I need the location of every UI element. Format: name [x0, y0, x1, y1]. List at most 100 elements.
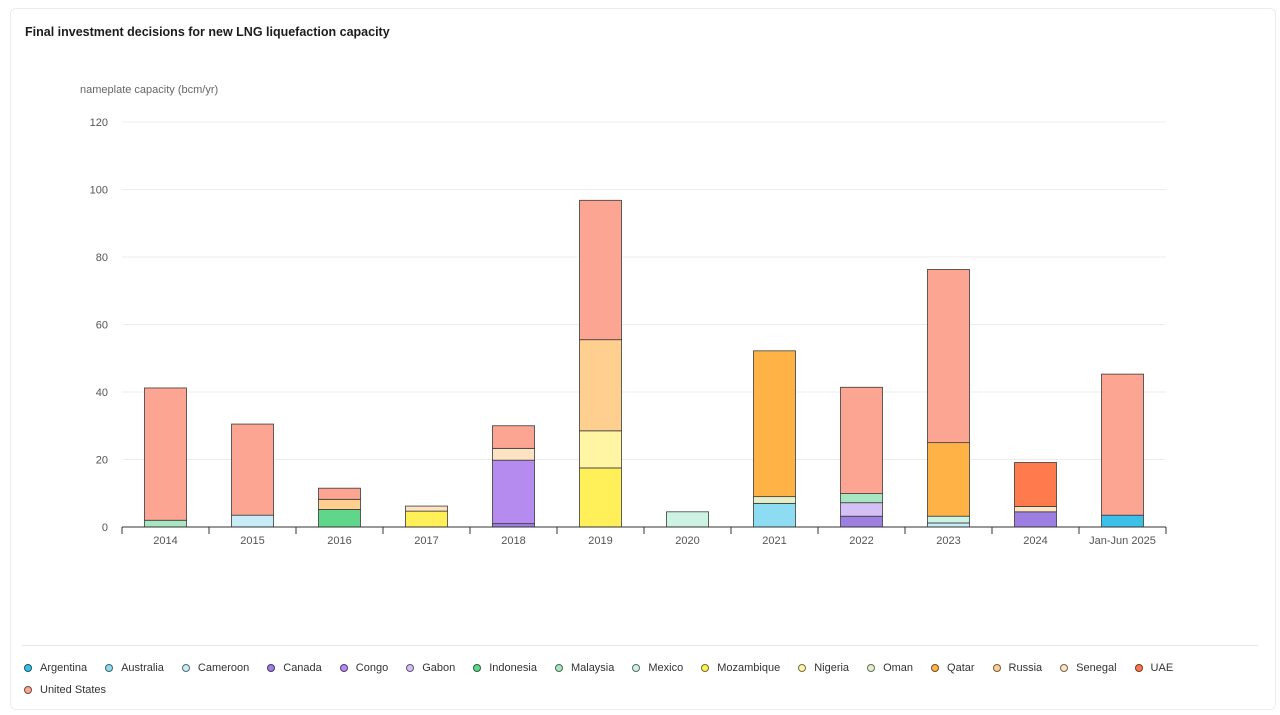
- y-tick-label: 0: [102, 522, 108, 534]
- chart-card: [10, 8, 1276, 710]
- legend-item[interactable]: UAE: [1134, 660, 1174, 676]
- bar-segment: [1014, 511, 1057, 528]
- legend-item[interactable]: Qatar: [931, 660, 975, 676]
- bar-segment: [492, 459, 535, 525]
- bar-segment: [840, 515, 883, 528]
- legend-item[interactable]: Indonesia: [473, 660, 537, 676]
- legend-swatch-icon: [1060, 664, 1069, 672]
- legend-swatch-icon: [867, 664, 876, 672]
- bar-segment: [405, 505, 448, 512]
- bar-segment: [144, 519, 187, 528]
- chart-title: Final investment decisions for new LNG l…: [25, 25, 390, 39]
- bar-segment: [579, 339, 622, 432]
- legend-item[interactable]: Canada: [267, 660, 322, 676]
- x-tick-label: Jan-Jun 2025: [1089, 535, 1156, 547]
- bar-segment: [492, 425, 535, 449]
- y-tick-label: 20: [96, 455, 108, 467]
- x-tick-label: 2023: [936, 535, 960, 547]
- stacked-bar-chart: 0 20 40 60 80 100 120 2014 2015 2016 2017 2018 2019 2…: [90, 117, 1167, 547]
- bar-segment: [492, 523, 535, 528]
- bar-segment: [840, 386, 883, 494]
- legend-label: Mexico: [648, 662, 684, 674]
- y-tick-label: 120: [90, 117, 108, 129]
- bar-segment: [405, 510, 448, 528]
- bar-segment: [753, 350, 796, 498]
- bar-segment: [927, 442, 970, 517]
- legend-label: Oman: [883, 662, 914, 674]
- legend-label: Australia: [121, 662, 164, 674]
- y-tick-label: 40: [96, 387, 108, 399]
- legend-label: Malaysia: [570, 662, 615, 674]
- bar-segment: [1101, 373, 1144, 516]
- legend-swatch-icon: [473, 664, 482, 672]
- legend-item[interactable]: Australia: [105, 660, 164, 676]
- bar-segment: [1101, 514, 1144, 528]
- legend-item[interactable]: Russia: [992, 660, 1042, 676]
- bar-segment: [492, 447, 535, 461]
- bar-segment: [144, 387, 187, 521]
- bar-segment: [753, 496, 796, 504]
- y-tick-label: 60: [96, 320, 108, 332]
- bar-segment: [1014, 462, 1057, 507]
- x-tick-label: 2021: [762, 535, 786, 547]
- x-tick-label: 2015: [240, 535, 264, 547]
- x-tick-label: 2020: [675, 535, 699, 547]
- y-axis-label: nameplate capacity (bcm/yr): [80, 84, 219, 96]
- legend-swatch-icon: [267, 664, 276, 672]
- legend-item[interactable]: Cameroon: [181, 660, 250, 676]
- legend-swatch-icon: [992, 664, 1001, 672]
- legend-item[interactable]: Malaysia: [554, 660, 615, 676]
- legend-swatch-icon: [1134, 664, 1143, 672]
- legend-item[interactable]: Nigeria: [798, 660, 849, 676]
- bar-segment: [927, 515, 970, 524]
- legend-label: Congo: [355, 662, 389, 674]
- bar-segment: [927, 269, 970, 444]
- bar-segment: [666, 511, 709, 528]
- legend-swatch-icon: [798, 664, 807, 672]
- legend-item[interactable]: Oman: [867, 660, 913, 676]
- legend-swatch-icon: [554, 664, 563, 672]
- bar-segment: [927, 522, 970, 528]
- bar-segment: [318, 509, 361, 528]
- x-tick-label: 2022: [849, 535, 873, 547]
- legend-item[interactable]: United States: [24, 682, 106, 698]
- legend-label: Qatar: [947, 662, 975, 674]
- legend-swatch-icon: [931, 664, 940, 672]
- legend-label: United States: [40, 684, 107, 696]
- x-tick-label: 2018: [501, 535, 525, 547]
- bar-segment: [318, 487, 361, 500]
- legend-swatch-icon: [24, 664, 32, 672]
- legend: Argentina Australia Cameroon Canada Congo Gab…: [24, 660, 1264, 698]
- legend-swatch-icon: [339, 664, 348, 672]
- y-tick-label: 100: [90, 185, 108, 197]
- legend-label: Canada: [283, 662, 322, 674]
- legend-swatch-icon: [701, 664, 710, 672]
- legend-item[interactable]: Mozambique: [701, 660, 780, 676]
- x-tick-label: 2017: [414, 535, 438, 547]
- x-tick-label: 2019: [588, 535, 612, 547]
- bar-segment: [579, 430, 622, 469]
- bar-segment: [840, 502, 883, 517]
- legend-swatch-icon: [406, 664, 415, 672]
- bar-segment: [231, 514, 274, 528]
- bar-segment: [318, 498, 361, 510]
- bar-segment: [579, 467, 622, 528]
- x-tick-label: 2014: [153, 535, 177, 547]
- legend-item[interactable]: Congo: [339, 660, 389, 676]
- y-tick-label: 80: [96, 252, 108, 264]
- legend-label: Mozambique: [717, 662, 781, 674]
- bar-segment: [840, 493, 883, 504]
- x-tick-label: 2024: [1023, 535, 1047, 547]
- legend-item[interactable]: Mexico: [632, 660, 683, 676]
- legend-label: Cameroon: [197, 662, 250, 674]
- bar-segment: [231, 423, 274, 516]
- bar-segment: [753, 502, 796, 528]
- legend-swatch-icon: [24, 686, 32, 694]
- legend-item[interactable]: Senegal: [1060, 660, 1117, 676]
- legend-item[interactable]: Argentina: [24, 660, 87, 676]
- legend-label: Senegal: [1076, 662, 1117, 674]
- legend-label: UAE: [1150, 662, 1174, 674]
- legend-item[interactable]: Gabon: [406, 660, 455, 676]
- legend-divider: [22, 645, 1258, 646]
- legend-swatch-icon: [632, 664, 641, 672]
